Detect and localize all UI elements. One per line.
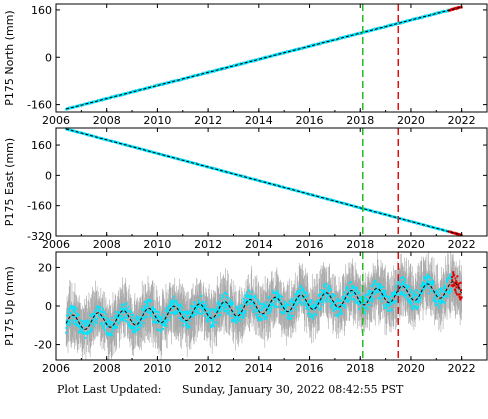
y-tick-label: 0 — [45, 51, 52, 64]
y-axis-label: P175 North (mm) — [3, 10, 16, 105]
data-layer — [65, 128, 463, 236]
x-tick-label: 2012 — [194, 114, 222, 127]
x-tick-label: 2010 — [143, 114, 171, 127]
x-tick-label: 2006 — [42, 114, 70, 127]
x-tick-label: 2022 — [448, 114, 476, 127]
x-tick-label: 2018 — [346, 114, 374, 127]
x-tick-label: 2008 — [93, 114, 121, 127]
x-tick-label: 2020 — [397, 114, 425, 127]
x-tick-label: 2014 — [245, 114, 273, 127]
data-layer — [65, 5, 463, 111]
y-tick-label: 160 — [31, 4, 52, 17]
gps-timeseries-figure: 2006 2008 2010 2012 2014 2016 2018 2020 2022 -160… — [0, 0, 488, 400]
x-tick-label: 2016 — [296, 114, 324, 127]
y-tick-label: -160 — [27, 99, 52, 112]
panel-1: 2006 2008 2010 2012 2014 2016 2018 2020 2022 -160… — [3, 4, 487, 127]
